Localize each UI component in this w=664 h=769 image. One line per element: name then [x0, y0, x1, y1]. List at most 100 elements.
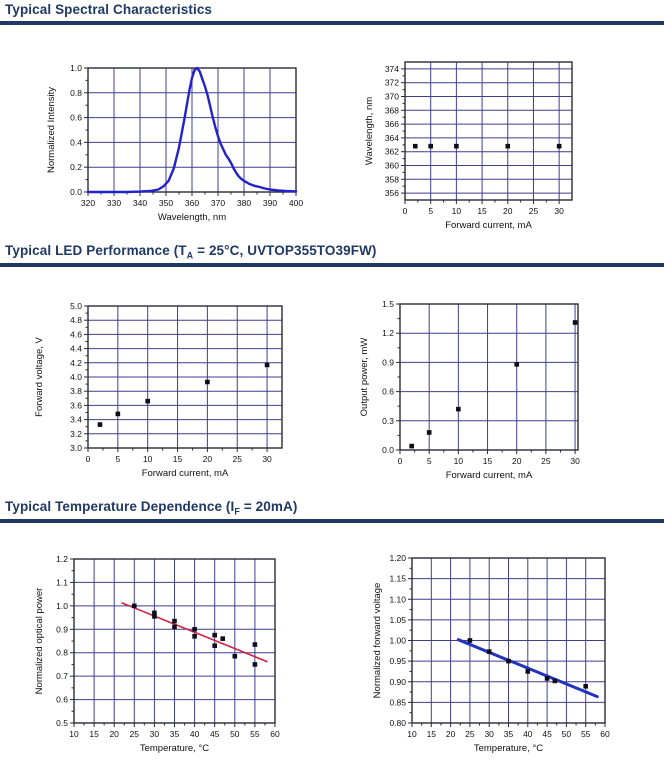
title-subscript: A — [186, 250, 194, 261]
svg-text:0.0: 0.0 — [382, 445, 394, 455]
svg-text:20: 20 — [203, 454, 213, 464]
svg-text:20: 20 — [109, 729, 119, 739]
svg-text:10: 10 — [69, 729, 79, 739]
title-suffix: = 25°C, UVTOP355TO39FW) — [193, 243, 377, 258]
svg-text:364: 364 — [385, 133, 399, 143]
svg-text:1.05: 1.05 — [389, 615, 406, 625]
svg-text:Forward current, mA: Forward current, mA — [446, 470, 533, 481]
svg-text:10: 10 — [407, 729, 417, 739]
svg-text:362: 362 — [385, 147, 399, 157]
svg-text:366: 366 — [385, 119, 399, 129]
svg-text:Wavelength, nm: Wavelength, nm — [364, 97, 375, 165]
svg-text:4.2: 4.2 — [70, 358, 82, 368]
section-title-led-performance: Typical LED Performance (TA = 25°C, UVTO… — [5, 243, 377, 261]
svg-text:3.4: 3.4 — [70, 415, 82, 425]
svg-text:30: 30 — [150, 729, 160, 739]
svg-text:10: 10 — [143, 454, 153, 464]
title-suffix: = 20mA) — [239, 499, 298, 514]
svg-text:0.90: 0.90 — [389, 677, 406, 687]
svg-text:5.0: 5.0 — [70, 301, 82, 311]
svg-text:Forward current, mA: Forward current, mA — [445, 220, 532, 231]
svg-text:45: 45 — [542, 729, 552, 739]
svg-text:50: 50 — [562, 729, 572, 739]
svg-text:0.0: 0.0 — [70, 187, 82, 197]
svg-text:10: 10 — [454, 456, 464, 466]
svg-text:400: 400 — [289, 198, 303, 208]
svg-text:45: 45 — [210, 729, 220, 739]
spectral-intensity-chart: 320 330 340 350 360 370 380 390 400 0.0 0.2 0.4 0.6 0… — [42, 44, 322, 238]
svg-text:390: 390 — [263, 198, 277, 208]
svg-text:30: 30 — [554, 206, 564, 216]
svg-text:0: 0 — [86, 454, 91, 464]
svg-text:4.8: 4.8 — [70, 315, 82, 325]
svg-text:Normalized forward voltage: Normalized forward voltage — [372, 583, 383, 699]
svg-text:0.4: 0.4 — [70, 137, 82, 147]
svg-text:380: 380 — [237, 198, 251, 208]
svg-text:360: 360 — [385, 161, 399, 171]
svg-text:1.2: 1.2 — [382, 328, 394, 338]
svg-text:Temperature, °C: Temperature, °C — [140, 743, 209, 754]
output-power-chart: 0 5 10 15 20 25 30 0.0 0.3 0.6 0.9 1.2 1.5 Forward cu… — [355, 292, 660, 492]
svg-text:1.20: 1.20 — [389, 553, 406, 563]
svg-text:20: 20 — [446, 729, 456, 739]
svg-text:330: 330 — [107, 198, 121, 208]
output-power-chart-svg: 0 5 10 15 20 25 30 0.0 0.3 0.6 0.9 1.2 1.5 Forward cu… — [359, 299, 580, 481]
svg-text:10: 10 — [452, 206, 462, 216]
svg-text:1.00: 1.00 — [389, 636, 406, 646]
svg-text:Forward current, mA: Forward current, mA — [142, 468, 229, 479]
svg-text:30: 30 — [262, 454, 272, 464]
svg-text:350: 350 — [159, 198, 173, 208]
forward-voltage-chart: 0 5 10 15 20 25 30 3.0 3.2 3.4 3.6 3.8 4.0 4.2 4.4 4.6 4… — [30, 293, 340, 488]
svg-text:370: 370 — [385, 92, 399, 102]
svg-text:1.2: 1.2 — [56, 554, 68, 564]
svg-text:55: 55 — [581, 729, 591, 739]
svg-text:372: 372 — [385, 78, 399, 88]
svg-text:40: 40 — [523, 729, 533, 739]
svg-text:3.0: 3.0 — [70, 443, 82, 453]
title-text: Typical Temperature Dependence (I — [5, 499, 235, 514]
svg-text:Wavelength, nm: Wavelength, nm — [158, 212, 226, 223]
svg-text:0.9: 0.9 — [56, 624, 68, 634]
svg-text:0.3: 0.3 — [382, 416, 394, 426]
svg-text:374: 374 — [385, 64, 399, 74]
svg-text:20: 20 — [512, 456, 522, 466]
svg-text:0.6: 0.6 — [56, 695, 68, 705]
forward-voltage-chart-svg: 0 5 10 15 20 25 30 3.0 3.2 3.4 3.6 3.8 4.0 4.2 4.4 4.6 4… — [34, 301, 283, 479]
svg-text:15: 15 — [173, 454, 183, 464]
section-divider — [0, 263, 664, 267]
section-divider — [0, 519, 664, 523]
svg-text:356: 356 — [385, 188, 399, 198]
section-title-temperature-dependence: Typical Temperature Dependence (IF = 20m… — [5, 499, 297, 517]
svg-text:3.6: 3.6 — [70, 400, 82, 410]
svg-text:0.6: 0.6 — [382, 387, 394, 397]
svg-text:0.2: 0.2 — [70, 162, 82, 172]
svg-text:5: 5 — [115, 454, 120, 464]
optical-power-temperature-chart-svg: 10 15 20 25 30 35 40 45 50 55 60 0.5 0.6 0.7 0.8 0.9 1.0… — [34, 554, 280, 754]
forward-voltage-temperature-chart-svg: 10 15 20 25 30 35 40 45 50 55 60 0.80 0.85 0.90 0.95 1.… — [372, 553, 610, 754]
title-text: Typical LED Performance (T — [5, 243, 187, 258]
svg-text:0: 0 — [398, 456, 403, 466]
svg-text:40: 40 — [190, 729, 200, 739]
peak-wavelength-chart-svg: 0 5 10 15 20 25 30 356 358 360 362 364 366 368 370 372 3… — [364, 61, 573, 231]
svg-text:320: 320 — [81, 198, 95, 208]
svg-text:358: 358 — [385, 174, 399, 184]
svg-text:25: 25 — [130, 729, 140, 739]
svg-text:1.5: 1.5 — [382, 299, 394, 309]
svg-text:15: 15 — [483, 456, 493, 466]
svg-text:0.9: 0.9 — [382, 357, 394, 367]
svg-text:25: 25 — [465, 729, 475, 739]
svg-text:4.4: 4.4 — [70, 344, 82, 354]
svg-text:4.6: 4.6 — [70, 329, 82, 339]
svg-text:30: 30 — [484, 729, 494, 739]
section-title-spectral: Typical Spectral Characteristics — [5, 2, 212, 20]
svg-text:0: 0 — [403, 206, 408, 216]
svg-text:50: 50 — [230, 729, 240, 739]
svg-text:3.2: 3.2 — [70, 429, 82, 439]
svg-text:5: 5 — [427, 456, 432, 466]
svg-text:1.1: 1.1 — [56, 577, 68, 587]
svg-text:0.8: 0.8 — [70, 88, 82, 98]
svg-text:0.85: 0.85 — [389, 697, 406, 707]
svg-text:Temperature, °C: Temperature, °C — [474, 743, 543, 754]
peak-wavelength-chart: 0 5 10 15 20 25 30 356 358 360 362 364 366 368 370 372 3… — [360, 40, 660, 245]
spectral-intensity-chart-svg: 320 330 340 350 360 370 380 390 400 0.0 0.2 0.4 0.6 0… — [46, 63, 303, 223]
